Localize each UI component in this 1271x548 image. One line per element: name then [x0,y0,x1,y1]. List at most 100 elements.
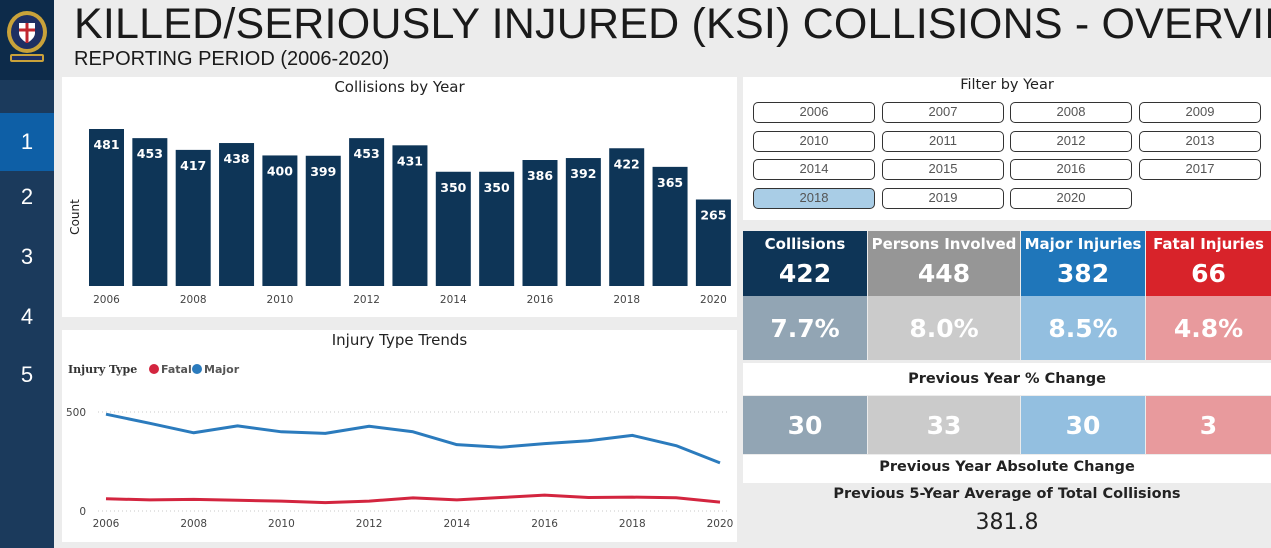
bar-value-label: 453 [354,146,380,161]
bar-x-tick-label: 2016 [527,294,554,306]
pct-caption-strip [743,363,1271,395]
legend-title: Injury Type [68,363,137,376]
legend-major-label: Major [204,363,240,376]
five-year-avg-title: Previous 5-Year Average of Total Collisi… [833,486,1181,502]
line-chart-svg: Injury Type Fatal Major 0 500 2006 2008 2010… [66,363,734,530]
nav-item-label: 1 [20,129,34,154]
year-filter-2018[interactable]: 2018 [753,188,875,209]
bar-2011[interactable] [305,155,341,286]
bar-2007[interactable] [132,138,168,286]
line-x-tick-label: 2014 [443,518,470,530]
bar-2013[interactable] [392,145,428,286]
page-title: KILLED/SERIOUSLY INJURED (KSI) COLLISION… [74,0,1271,48]
collisions-by-year-chart: Collisions by Year Count 481 453 417 438 400… [62,77,737,317]
abs-caption-strip [743,455,1271,483]
bar-2015[interactable] [479,171,515,286]
kpi-abs-change: 33 [868,396,1020,454]
line-x-tick-label: 2010 [268,518,295,530]
series-fatal-line [105,493,721,505]
five-year-avg-value: 381.8 [975,510,1039,535]
year-filter-2012[interactable]: 2012 [1010,131,1132,152]
bar-2006[interactable] [89,129,124,286]
bar-value-label: 399 [310,164,336,179]
year-filter-2007[interactable]: 2007 [882,102,1004,123]
kpi-label: Major Injuries [1024,235,1142,253]
kpi-value: 448 [917,259,971,288]
page-subtitle: REPORTING PERIOD (2006-2020) [74,48,390,70]
year-filter-2010[interactable]: 2010 [753,131,875,152]
nav-item-label: 2 [20,184,34,209]
bar-value-label: 431 [397,153,423,168]
logo-area [0,0,54,80]
kpi-pct-change: 4.8% [1146,296,1271,360]
bar-value-label: 265 [700,208,726,223]
bar-value-label: 365 [657,175,683,190]
year-filter-2014[interactable]: 2014 [753,159,875,180]
year-filter-panel: Filter by Year 2006 2007 2008 2009 2010 2011 2… [743,77,1271,220]
year-filter-2009[interactable]: 2009 [1139,102,1261,123]
abs-change-caption: Previous Year Absolute Change [879,459,1135,475]
bar-x-tick-label: 2006 [93,294,120,306]
nav-item-5[interactable]: 5 [0,346,54,404]
nav-item-1[interactable]: 1 [0,113,54,171]
legend-major-marker [192,364,202,374]
kpi-value: 382 [1056,259,1110,288]
pct-change-caption: Previous Year % Change [908,371,1106,387]
bar-2012[interactable] [349,138,385,286]
kpi-label: Fatal Injuries [1153,235,1264,253]
bar-value-label: 392 [570,166,596,181]
bar-2016[interactable] [522,160,558,286]
nav-item-3[interactable]: 3 [0,228,54,286]
kpi-pct-change: 7.7% [743,296,867,360]
kpi-label: Persons Involved [871,235,1017,253]
year-filter-2011[interactable]: 2011 [882,131,1004,152]
bar-2014[interactable] [435,171,471,286]
kpi-card-collisions: Collisions 422 [743,231,867,296]
year-filter-2020[interactable]: 2020 [1010,188,1132,209]
bar-x-tick-label: 2020 [700,294,727,306]
bar-2009[interactable] [219,143,255,286]
year-filter-2016[interactable]: 2016 [1010,159,1132,180]
line-x-tick-label: 2006 [93,518,120,530]
kpi-value: 66 [1191,259,1226,288]
bar-chart-title: Collisions by Year [334,78,465,96]
nav-item-label: 4 [20,304,34,329]
line-chart-title: Injury Type Trends [331,331,468,349]
bar-value-label: 453 [137,146,163,161]
bar-value-label: 400 [267,163,293,178]
line-x-tick-label: 2008 [180,518,207,530]
bar-2008[interactable] [175,149,211,286]
line-x-tick-label: 2012 [356,518,383,530]
nav-item-label: 3 [20,244,34,269]
line-y-tick-label: 500 [66,407,86,419]
kpi-card-persons-involved: Persons Involved 448 [868,231,1020,296]
year-filter-2013[interactable]: 2013 [1139,131,1261,152]
kpi-abs-change: 30 [743,396,867,454]
legend-fatal-marker [149,364,159,374]
year-filter-2015[interactable]: 2015 [882,159,1004,180]
kpi-abs-change: 3 [1146,396,1271,454]
kpi-pct-change: 8.0% [868,296,1020,360]
bar-2020[interactable] [695,199,731,286]
nav-item-4[interactable]: 4 [0,288,54,346]
bar-2019[interactable] [652,166,688,286]
kpi-abs-change: 30 [1021,396,1145,454]
year-filter-2017[interactable]: 2017 [1139,159,1261,180]
nav-item-2[interactable]: 2 [0,168,54,226]
bar-value-label: 350 [484,180,510,195]
line-x-tick-label: 2016 [531,518,558,530]
year-filter-2019[interactable]: 2019 [882,188,1004,209]
bar-value-label: 438 [224,151,250,166]
bar-value-label: 386 [527,168,553,183]
bar-2018[interactable] [609,148,645,286]
kpi-label: Collisions [764,235,846,253]
year-filter-2006[interactable]: 2006 [753,102,875,123]
legend-fatal-label: Fatal [161,363,192,376]
bar-x-tick-label: 2018 [613,294,640,306]
year-filter-2008[interactable]: 2008 [1010,102,1132,123]
bar-x-tick-label: 2012 [353,294,380,306]
bar-2010[interactable] [262,155,298,286]
bar-2017[interactable] [565,158,601,286]
kpi-pct-change: 8.5% [1021,296,1145,360]
line-x-tick-label: 2020 [707,518,734,530]
